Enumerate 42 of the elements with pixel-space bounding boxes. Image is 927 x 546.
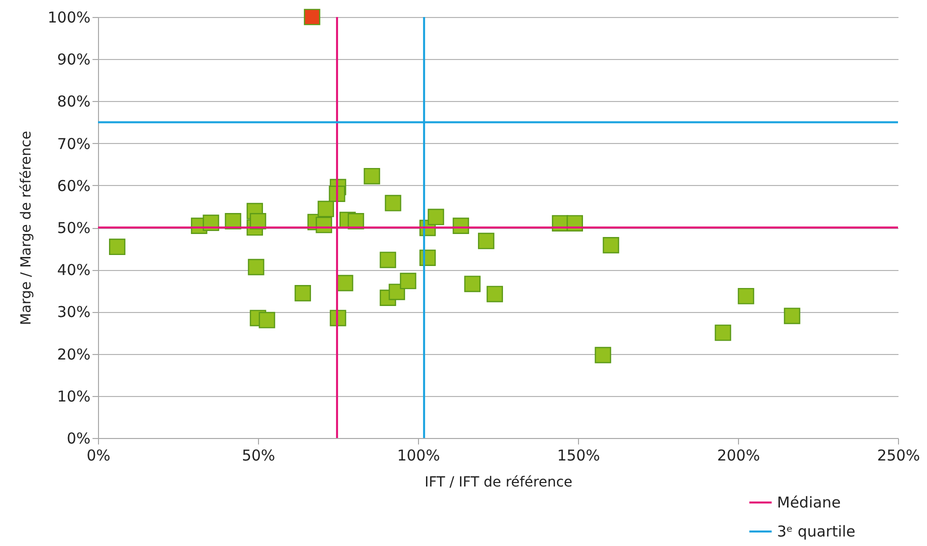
y-tick-label: 20% bbox=[57, 345, 90, 364]
point bbox=[478, 232, 494, 250]
x-tick-label: 100% bbox=[397, 446, 440, 464]
point bbox=[594, 346, 612, 364]
y-tick-label: 40% bbox=[57, 261, 90, 280]
point bbox=[364, 168, 380, 184]
y-tick-label: 80% bbox=[57, 92, 90, 111]
y-tick-label: 50% bbox=[57, 219, 90, 237]
x-tick-label: 250% bbox=[877, 446, 920, 464]
point bbox=[294, 284, 311, 302]
y-axis-title: Marge / Marge de référence bbox=[18, 130, 35, 326]
point bbox=[738, 288, 754, 304]
y-tick-label: 60% bbox=[57, 176, 90, 195]
point bbox=[486, 286, 503, 302]
point bbox=[258, 312, 276, 328]
point bbox=[714, 324, 732, 341]
x-tick-label: 200% bbox=[717, 446, 760, 464]
legend-label: Médiane bbox=[777, 494, 841, 512]
x-tick-label: 50% bbox=[242, 446, 276, 464]
point bbox=[602, 237, 620, 254]
y-tick-label: 10% bbox=[57, 387, 90, 406]
point bbox=[464, 276, 481, 292]
point bbox=[784, 308, 800, 324]
y-tick-label: 70% bbox=[57, 134, 90, 153]
point bbox=[400, 272, 416, 290]
point bbox=[109, 238, 126, 256]
y-tick-label: 0% bbox=[66, 430, 90, 448]
point bbox=[428, 208, 444, 226]
y-tick-label: 30% bbox=[57, 303, 90, 322]
x-axis-title: IFT / IFT de référence bbox=[424, 474, 572, 490]
y-tick-label: 90% bbox=[57, 50, 90, 69]
y-tick-label: 100% bbox=[48, 8, 90, 26]
legend-label: 3ᵉ quartile bbox=[777, 522, 856, 540]
point bbox=[318, 200, 334, 218]
x-tick-label: 0% bbox=[86, 446, 110, 464]
point bbox=[336, 274, 354, 292]
point bbox=[304, 8, 320, 26]
point bbox=[388, 284, 406, 300]
x-tick-label: 150% bbox=[557, 446, 600, 464]
point bbox=[380, 252, 396, 268]
point bbox=[248, 258, 264, 276]
point bbox=[384, 194, 402, 212]
